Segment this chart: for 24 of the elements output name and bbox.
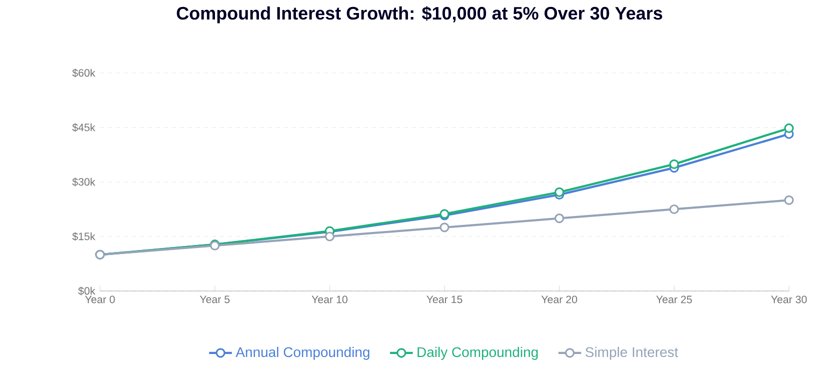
point (324, 232, 334, 242)
point (440, 222, 450, 232)
point (784, 195, 794, 205)
point (669, 159, 679, 169)
y-tick-label: $0k (78, 286, 96, 296)
chart-title: Compound Interest Growth: $10,000 at 5% Over 30 Years (176, 6, 662, 24)
y-tick-label: $45k (72, 123, 96, 132)
point (554, 214, 564, 224)
y-tick-label: $60k (72, 68, 96, 78)
point (669, 204, 679, 214)
x-tick-label: Year 0 (85, 296, 115, 304)
x-tick-label: Year 15 (426, 296, 462, 304)
x-tick-label: Year 20 (541, 296, 578, 304)
legend-label: Simple Interest (586, 346, 678, 360)
point (554, 187, 564, 197)
point (784, 123, 794, 134)
y-tick-label: $15k (72, 232, 96, 241)
x-tick-label: Year 30 (771, 296, 807, 304)
x-tick-label: Year 5 (200, 296, 230, 304)
legend-label: Annual Compounding (236, 346, 370, 360)
x-tick-label: Year 25 (656, 296, 692, 304)
x-tick-label: Year 10 (312, 296, 348, 304)
y-tick-label: $30k (72, 178, 96, 186)
legend-label: Daily Compounding (418, 346, 538, 360)
